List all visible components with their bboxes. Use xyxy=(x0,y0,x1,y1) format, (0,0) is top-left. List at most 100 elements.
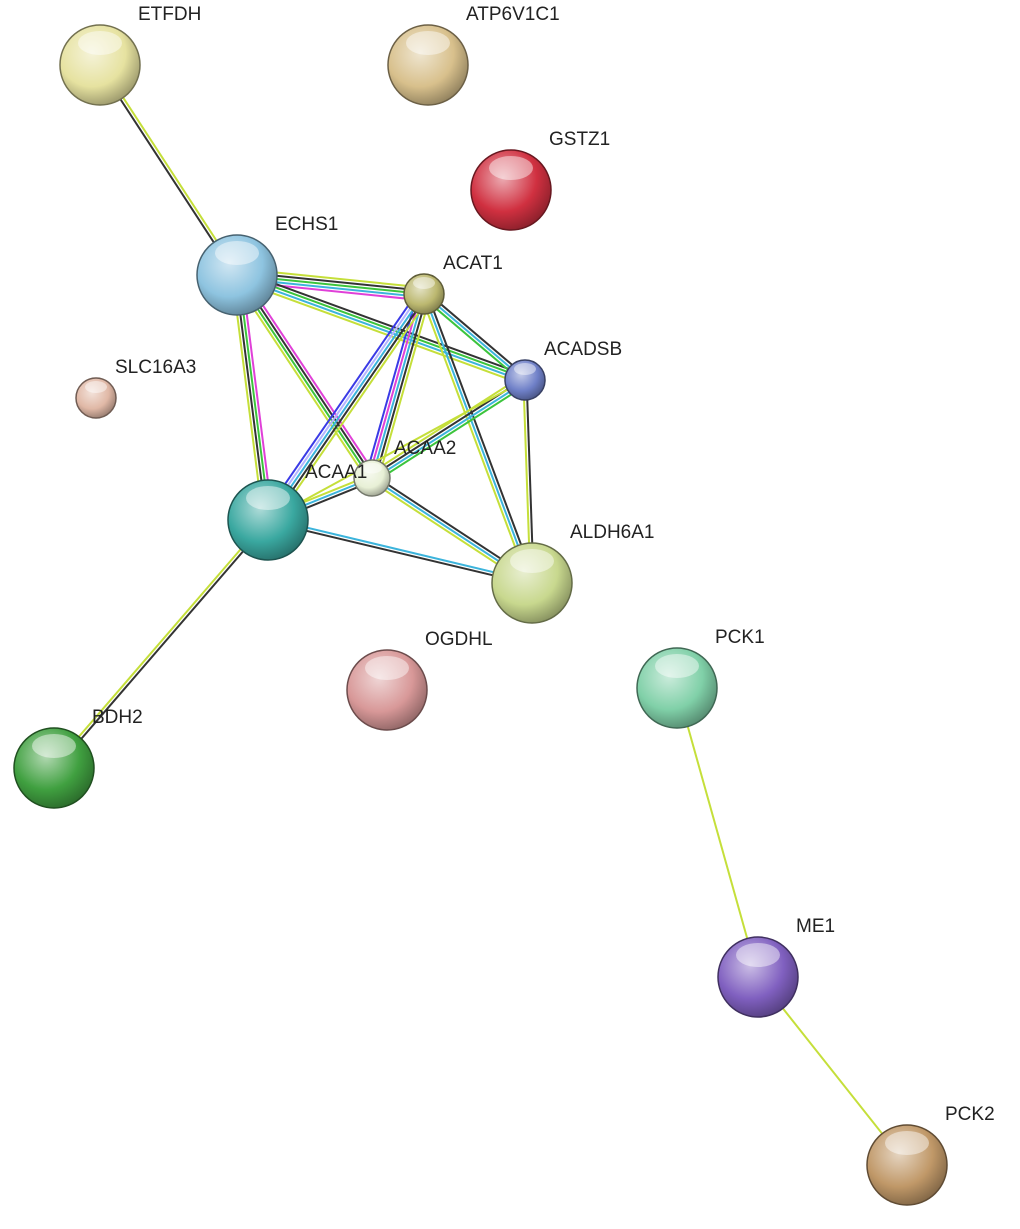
node-PCK2[interactable]: PCK2 xyxy=(866,1104,995,1206)
node-OGDHL[interactable]: OGDHL xyxy=(346,629,493,731)
node-highlight xyxy=(85,381,107,393)
node-highlight xyxy=(365,656,409,680)
node-label: ACAA1 xyxy=(305,462,367,483)
edge-line-textmining xyxy=(272,297,431,525)
edge-line-textmining xyxy=(368,375,523,475)
edge-ACAA1-ALDH6A1[interactable] xyxy=(267,517,533,586)
edge-line-coexpression xyxy=(267,520,532,586)
node-BDH2[interactable]: BDH2 xyxy=(13,707,143,809)
node-sphere xyxy=(717,936,799,1018)
node-label: PCK2 xyxy=(945,1104,995,1125)
edge-line-coexpression xyxy=(97,65,237,277)
node-label: OGDHL xyxy=(425,629,493,650)
edge-line-experiments xyxy=(240,274,274,520)
node-ACADSB[interactable]: ACADSB xyxy=(504,339,622,401)
node-highlight xyxy=(406,31,450,55)
node-ATP6V1C1[interactable]: ATP6V1C1 xyxy=(387,4,560,106)
edge-line-database xyxy=(237,272,526,380)
node-highlight xyxy=(32,734,76,758)
node-highlight xyxy=(736,943,780,967)
edge-line-coexpression xyxy=(374,294,429,480)
node-ACAA1[interactable]: ACAA1 xyxy=(227,462,367,561)
node-ACAA2[interactable]: ACAA2 xyxy=(353,438,456,497)
node-highlight xyxy=(413,277,435,289)
node-sphere xyxy=(403,273,445,315)
edge-line-cooccurrence xyxy=(364,291,419,477)
edge-line-textmining xyxy=(377,295,432,481)
edge-line-textmining xyxy=(235,278,524,386)
edge-ETFDH-ECHS1[interactable] xyxy=(97,63,240,277)
node-label: ECHS1 xyxy=(275,214,338,235)
node-ALDH6A1[interactable]: ALDH6A1 xyxy=(491,522,655,624)
edge-ACAA1-BDH2[interactable] xyxy=(52,518,270,770)
node-label: SLC16A3 xyxy=(115,357,196,378)
edge-ECHS1-ACAA1[interactable] xyxy=(231,274,274,521)
node-sphere xyxy=(491,542,573,624)
node-SLC16A3[interactable]: SLC16A3 xyxy=(75,357,196,419)
edge-line-curated xyxy=(236,275,525,383)
edge-line-homology xyxy=(264,291,423,519)
node-sphere xyxy=(75,377,117,419)
edge-line-textmining xyxy=(231,275,265,521)
node-label: ME1 xyxy=(796,916,835,937)
edge-ACADSB-ACAA1[interactable] xyxy=(267,379,526,521)
node-sphere xyxy=(196,234,278,316)
node-highlight xyxy=(885,1131,929,1155)
edge-PCK1-ME1[interactable] xyxy=(676,687,759,978)
edge-line-textmining xyxy=(232,277,369,482)
node-label: ATP6V1C1 xyxy=(466,4,560,25)
node-label: ALDH6A1 xyxy=(570,522,655,543)
edge-line-cooccurrence xyxy=(261,289,420,517)
edge-ACAT1-ACADSB[interactable] xyxy=(421,290,528,384)
node-ECHS1[interactable]: ECHS1 xyxy=(196,214,338,316)
node-sphere xyxy=(387,24,469,106)
node-PCK1[interactable]: PCK1 xyxy=(636,627,765,729)
edge-line-coexpression xyxy=(425,290,528,379)
node-ETFDH[interactable]: ETFDH xyxy=(59,4,201,106)
edge-ACAT1-ACAA1[interactable] xyxy=(261,289,431,525)
edge-line-textmining xyxy=(676,687,759,978)
edge-line-curated xyxy=(267,293,425,521)
node-highlight xyxy=(78,31,122,55)
edge-line-experiments xyxy=(240,271,377,476)
node-ACAT1[interactable]: ACAT1 xyxy=(403,253,503,315)
node-highlight xyxy=(510,549,554,573)
node-highlight xyxy=(362,462,382,474)
node-label: ACAT1 xyxy=(443,253,503,274)
node-sphere xyxy=(353,459,391,497)
node-GSTZ1[interactable]: GSTZ1 xyxy=(470,129,610,231)
edge-line-curated xyxy=(423,293,533,584)
node-sphere xyxy=(866,1124,948,1206)
node-sphere xyxy=(227,479,309,561)
edge-line-coexpression xyxy=(234,275,268,521)
edge-line-textmining xyxy=(100,63,240,275)
node-highlight xyxy=(514,363,536,375)
edge-line-database xyxy=(237,274,271,520)
node-label: ETFDH xyxy=(138,4,201,25)
node-sphere xyxy=(13,727,95,809)
edge-line-curated xyxy=(371,293,425,479)
node-highlight xyxy=(215,241,259,265)
edge-line-curated xyxy=(423,293,526,381)
edge-line-database xyxy=(374,383,529,483)
edge-line-coexpression xyxy=(238,269,527,377)
edge-ECHS1-ACADSB[interactable] xyxy=(235,269,527,386)
node-sphere xyxy=(636,647,718,729)
node-label: ACADSB xyxy=(544,339,622,360)
node-sphere xyxy=(346,649,428,731)
node-label: GSTZ1 xyxy=(549,129,610,150)
node-highlight xyxy=(655,654,699,678)
edge-line-curated xyxy=(268,517,533,583)
edge-line-textmining xyxy=(420,294,530,585)
node-label: BDH2 xyxy=(92,707,143,728)
edge-line-coexpression xyxy=(54,520,270,770)
node-sphere xyxy=(470,149,552,231)
node-label: ACAA2 xyxy=(394,438,456,459)
edge-line-textmining xyxy=(52,518,268,768)
edge-ACAT1-ALDH6A1[interactable] xyxy=(420,292,536,585)
node-ME1[interactable]: ME1 xyxy=(717,916,835,1018)
edge-line-textmining xyxy=(267,379,526,521)
edge-line-curated xyxy=(372,380,527,481)
